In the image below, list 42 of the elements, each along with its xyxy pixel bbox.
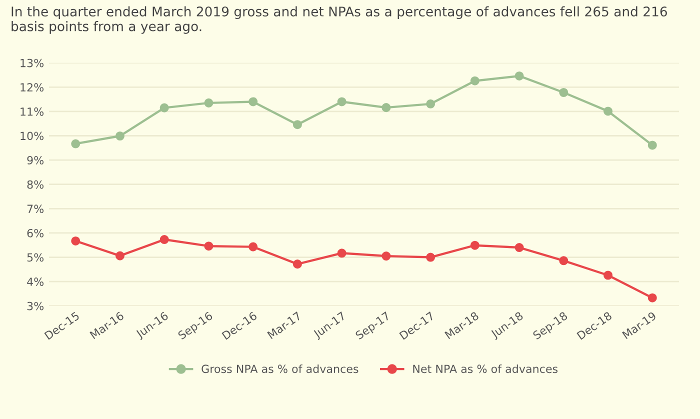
point: [604, 270, 613, 280]
y-tick-label: 4%: [27, 278, 44, 286]
y-tick-label: 13%: [20, 58, 44, 68]
point: [204, 98, 214, 108]
legend-label: Net NPA as % of advances: [413, 364, 558, 374]
point: [559, 256, 568, 266]
point: [382, 103, 391, 112]
y-tick-label: 6%: [27, 228, 44, 238]
point: [604, 106, 613, 116]
y-tick-label: 5%: [27, 253, 44, 262]
y-tick-label: 12%: [20, 83, 44, 92]
y-tick-label: 7%: [27, 204, 44, 214]
y-tick-label: 8%: [27, 180, 44, 189]
chart-title: In the quarter ended March 2019 gross and net NPAs as a percentage of advances fell 265 and 216 basis points from a year ago.: [12, 6, 667, 34]
point: [337, 248, 346, 258]
y-tick-label: 3%: [27, 302, 44, 310]
point: [115, 251, 124, 260]
legend-label: Gross NPA as % of advances: [202, 364, 358, 374]
point: [160, 235, 169, 244]
point: [337, 97, 346, 106]
point: [248, 97, 258, 106]
y-tick-label: 9%: [27, 156, 44, 164]
y-tick-label: 10%: [20, 132, 44, 140]
point: [382, 252, 391, 261]
point: [292, 120, 302, 130]
point: [426, 252, 436, 262]
point: [559, 88, 568, 98]
y-tick-label: 11%: [20, 107, 44, 116]
point: [115, 131, 124, 141]
point: [648, 293, 657, 302]
point: [248, 242, 258, 252]
point: [71, 139, 80, 148]
point: [514, 71, 524, 80]
point: [648, 140, 657, 150]
point: [514, 243, 524, 252]
point: [71, 236, 80, 246]
point: [426, 99, 436, 108]
point: [204, 242, 214, 251]
point: [160, 103, 169, 112]
point: [470, 76, 480, 86]
point: [292, 260, 302, 269]
point: [470, 240, 480, 250]
